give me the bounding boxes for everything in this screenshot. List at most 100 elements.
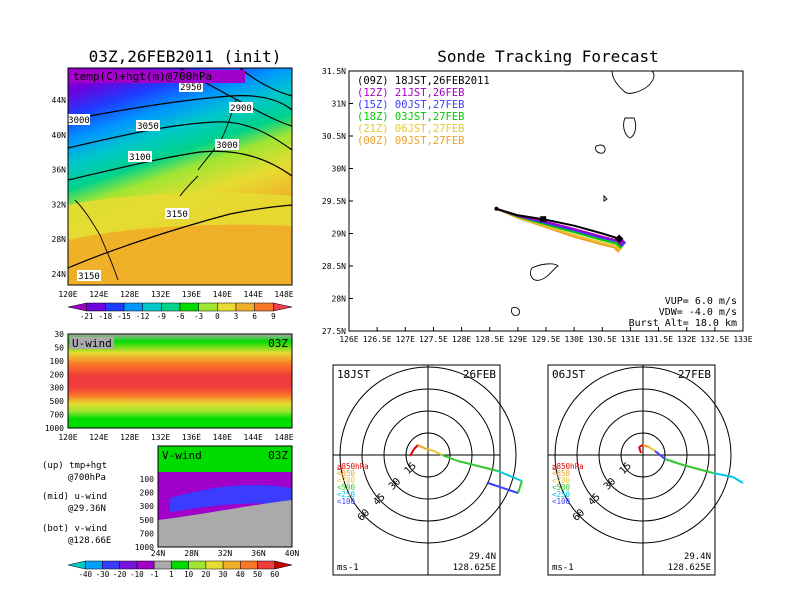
- colorbar-swatch: [179, 302, 199, 312]
- info-vdw: VDW= -4.0 m/s: [659, 307, 737, 318]
- track-lat-labels: 31.5N 31N 30.5N 30N 29.5N 29N 28.5N 28N 27.5N: [322, 67, 353, 336]
- hodograph-legend: <250: [552, 490, 571, 499]
- legend-entry: (15Z) 00JST,27FEB: [357, 99, 464, 111]
- colorbar-swatch: [161, 302, 181, 312]
- hodograph-legend: <100: [337, 497, 356, 506]
- colorbar-label: -6: [175, 312, 185, 321]
- u-wind-frame: [67, 333, 293, 429]
- hodograph-lon: 128.625E: [453, 563, 496, 573]
- lon-label: 120E: [58, 290, 77, 299]
- colorbar-swatch: [188, 560, 207, 570]
- v-wind-title: V-wind: [162, 449, 202, 462]
- warm-region: [68, 224, 292, 285]
- hodograph-time: 18JST: [337, 368, 370, 381]
- lat-label: 31.5N: [322, 67, 346, 76]
- island-yakushima: [623, 117, 637, 139]
- colorbar-swatch: [123, 302, 143, 312]
- pressure-label: 300: [140, 502, 155, 511]
- hodograph-lat: 29.4N: [469, 552, 496, 562]
- colorbar-label: 1: [169, 570, 174, 579]
- left-title: 03Z,26FEB2011 (init): [89, 47, 282, 66]
- hodograph-time: 06JST: [552, 368, 585, 381]
- lat-label: 40N: [52, 131, 67, 140]
- lat-label: 27.5N: [322, 327, 346, 336]
- pressure-label: 200: [140, 489, 155, 498]
- colorbar-label: 40: [236, 570, 246, 579]
- panel-legend: (up) tmp+hgt @700hPa (mid) u-wind @29.36…: [42, 461, 111, 546]
- lat-label: 36N: [251, 549, 266, 558]
- colorbar-label: 50: [253, 570, 263, 579]
- colorbar-swatch: [119, 560, 138, 570]
- track-line: [496, 207, 620, 240]
- colorbar-label: -10: [130, 570, 144, 579]
- legend-entry: (21Z) 06JST,27FEB: [357, 123, 464, 135]
- contour-line: [67, 204, 293, 269]
- hodograph-legend: ≧850hPa: [337, 462, 369, 471]
- lat-label: 28.5N: [322, 262, 346, 271]
- colorbar-label: 9: [271, 312, 276, 321]
- lat-label: 29N: [332, 230, 347, 239]
- colorbar-label: -21: [80, 312, 94, 321]
- colorbar-label: -15: [117, 312, 131, 321]
- hodograph-segment: [413, 444, 419, 450]
- hodograph-legend: <850: [337, 469, 356, 478]
- colorbar-label: -1: [150, 570, 159, 579]
- lat-label: 30N: [332, 165, 347, 174]
- lon-label: 131E: [621, 335, 640, 344]
- hodograph-segment: [409, 448, 415, 457]
- lon-label: 136E: [182, 290, 201, 299]
- legend-mid-1: (mid) u-wind: [42, 492, 107, 502]
- colorbar-swatch: [67, 302, 87, 312]
- island-okinoerabu: [511, 307, 520, 317]
- hodograph-segment: [664, 458, 684, 466]
- lat-label: 24N: [52, 270, 67, 279]
- colorbar-swatch: [136, 560, 155, 570]
- hodograph-legend: <700: [552, 476, 571, 485]
- pressure-label: 500: [50, 397, 65, 406]
- lon-label: 126.5E: [363, 335, 392, 344]
- lat-label: 31N: [332, 100, 347, 109]
- lon-label: 130.5E: [588, 335, 617, 344]
- colorbar-swatch: [240, 560, 258, 570]
- hodograph-segment: [638, 444, 644, 448]
- hodograph-date: 27FEB: [678, 368, 711, 381]
- lat-label: 28N: [332, 295, 347, 304]
- pressure-label: 1000: [135, 543, 154, 552]
- track-lon-labels: 126E 126.5E 127E 127.5E 128E 128.5E 129E 129.5E…: [339, 327, 753, 344]
- lon-label: 130E: [565, 335, 584, 344]
- colorbar-label: -12: [136, 312, 150, 321]
- lon-label: 131.5E: [644, 335, 673, 344]
- colorbar-swatch: [235, 302, 255, 312]
- legend-bot-2: @128.66E: [68, 536, 111, 546]
- lon-label: 124E: [89, 290, 108, 299]
- lon-label: 132E: [677, 335, 696, 344]
- temperature-colorbar: -21 -18 -15 -12 -9 -6 -3 0 3 6 9: [67, 302, 293, 321]
- contour-label: 2950: [180, 83, 202, 93]
- legend-entry: (12Z) 21JST,26FEB: [357, 87, 464, 99]
- colorbar-swatch: [257, 560, 276, 570]
- hodograph-right: 15304560≧850hPa<850<700<500<250<10006JST…: [547, 364, 744, 576]
- colorbar-label: -9: [157, 312, 166, 321]
- hodograph-legend: <500: [337, 483, 356, 492]
- contour-label: 3000: [68, 116, 90, 126]
- lon-label: 127E: [396, 335, 415, 344]
- colorbar-swatch: [67, 560, 86, 570]
- island-small: [603, 194, 608, 202]
- island-amami: [529, 263, 559, 281]
- contour-line: [67, 95, 293, 121]
- lon-label: 128E: [120, 433, 139, 442]
- v-wind-time: 03Z: [268, 449, 288, 462]
- contour-label: 3050: [137, 122, 159, 132]
- contour-label: 3100: [129, 153, 151, 163]
- hodograph-segment: [642, 444, 650, 448]
- hodograph-segment: [433, 450, 443, 456]
- v-wind-blue-band: [170, 485, 292, 512]
- info-burst: Burst Alt= 18.0 km: [629, 318, 737, 329]
- lon-label: 144E: [244, 290, 263, 299]
- colorbar-swatch: [222, 560, 241, 570]
- lat-label: 24N: [151, 549, 166, 558]
- colorbar-label: -20: [113, 570, 127, 579]
- legend-entry: (00Z) 09JST,27FEB: [357, 135, 464, 147]
- colorbar-label: -18: [99, 312, 113, 321]
